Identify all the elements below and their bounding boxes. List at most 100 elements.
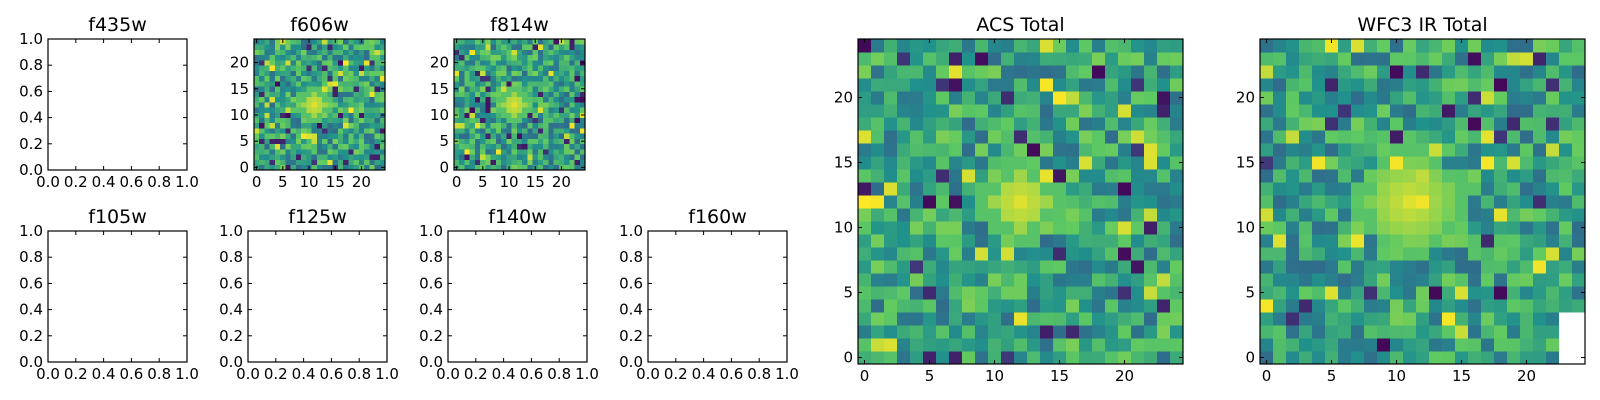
heatmap-cell	[490, 65, 497, 71]
heatmap-cell	[962, 130, 976, 144]
heatmap-cell	[962, 195, 976, 209]
heatmap-cell	[1455, 169, 1469, 183]
heatmap-cell	[259, 128, 265, 134]
x-tick-label: 5	[925, 367, 935, 385]
heatmap-cell	[1027, 234, 1041, 248]
heatmap-cell	[558, 80, 565, 87]
heatmap-cell	[1001, 234, 1015, 248]
heatmap-cell	[975, 104, 989, 118]
heatmap-cell	[949, 312, 963, 326]
heatmap-cell	[1040, 299, 1054, 313]
heatmap-cell	[1403, 221, 1417, 235]
heatmap-cell	[564, 112, 570, 118]
heatmap-cell	[301, 54, 307, 61]
heatmap-cell	[1442, 351, 1456, 365]
heatmap-cell	[1481, 117, 1495, 131]
y-tick-label: 0.2	[619, 327, 643, 345]
heatmap-cell	[543, 96, 549, 103]
heatmap-cell	[353, 164, 360, 171]
heatmap-cell	[936, 325, 950, 339]
heatmap-cell	[871, 117, 885, 131]
heatmap-cell	[532, 54, 539, 61]
heatmap-cell	[254, 154, 260, 160]
heatmap-cell	[1066, 221, 1080, 235]
panel-title-wfc3-ir-total: WFC3 IR Total	[1357, 14, 1487, 36]
heatmap-cell	[511, 117, 518, 124]
heatmap-cell	[327, 96, 333, 103]
heatmap-cell	[1338, 338, 1352, 352]
heatmap-cell	[485, 149, 492, 155]
x-tick-label: 20	[552, 173, 571, 191]
y-tick-label: 10	[430, 106, 449, 124]
heatmap-cell	[1533, 234, 1547, 248]
heatmap-cell	[949, 247, 963, 261]
heatmap-cell	[490, 39, 497, 45]
heatmap-cell	[1442, 208, 1456, 222]
heatmap-cell	[1520, 130, 1534, 144]
heatmap-cell	[975, 338, 989, 352]
heatmap-cell	[353, 86, 360, 92]
heatmap-cell	[858, 312, 872, 326]
heatmap-cell	[558, 86, 565, 92]
heatmap-cell	[327, 133, 333, 139]
heatmap-cell	[1170, 351, 1184, 365]
heatmap-cell	[988, 156, 1002, 170]
heatmap-cell	[574, 164, 581, 171]
heatmap-cell	[871, 299, 885, 313]
heatmap-cell	[269, 70, 276, 77]
heatmap-cell	[1079, 39, 1093, 53]
y-tick-label: 0.6	[19, 82, 43, 100]
heatmap-cell	[1338, 221, 1352, 235]
heatmap-cell	[1053, 156, 1067, 170]
heatmap-cell	[1377, 91, 1391, 105]
x-tick-label: 20	[1115, 367, 1134, 385]
heatmap-cell	[1338, 156, 1352, 170]
heatmap-cell	[1299, 195, 1313, 209]
heatmap-cell	[480, 112, 486, 118]
heatmap-cell	[358, 44, 365, 50]
heatmap-cell	[1533, 286, 1547, 300]
heatmap-cell	[1273, 78, 1287, 92]
heatmap-cell	[1079, 104, 1093, 118]
heatmap-cell	[379, 154, 386, 160]
heatmap-cell	[564, 133, 570, 139]
heatmap-cell	[364, 54, 370, 61]
heatmap-cell	[306, 49, 313, 56]
heatmap-cell	[975, 312, 989, 326]
heatmap-cell	[1027, 221, 1041, 235]
x-tick-label: 0.8	[147, 173, 171, 191]
heatmap-cell	[301, 117, 307, 124]
heatmap-cell	[1481, 156, 1495, 170]
heatmap-cell	[379, 107, 386, 113]
heatmap-cell	[1312, 39, 1326, 53]
heatmap-cell	[1092, 39, 1106, 53]
heatmap-cell	[511, 154, 518, 160]
heatmap-cell	[1416, 182, 1430, 196]
heatmap-cell	[337, 86, 344, 92]
heatmap-cell	[1520, 351, 1534, 365]
heatmap-cell	[537, 128, 544, 134]
heatmap-cell	[1144, 195, 1158, 209]
heatmap-cell	[553, 86, 560, 92]
heatmap-cell	[1403, 156, 1417, 170]
heatmap-cell	[459, 117, 465, 124]
y-tick-label: 0.0	[19, 353, 43, 371]
heatmap-cell	[353, 39, 360, 45]
heatmap-cell	[1092, 130, 1106, 144]
heatmap-cell	[910, 78, 924, 92]
heatmap-cell	[1390, 143, 1404, 157]
heatmap-cell	[490, 91, 497, 98]
heatmap-cell	[1066, 312, 1080, 326]
heatmap-cell	[1014, 234, 1028, 248]
heatmap-cell	[327, 107, 333, 113]
heatmap-cell	[474, 117, 481, 124]
heatmap-cell	[264, 86, 271, 92]
x-tick-label: 10	[985, 367, 1004, 385]
heatmap-cell	[1286, 234, 1300, 248]
heatmap-cell	[379, 75, 386, 82]
heatmap-cell	[569, 112, 575, 118]
heatmap-cell	[1507, 325, 1521, 339]
heatmap-cell	[348, 112, 354, 118]
heatmap-cell	[1572, 65, 1586, 79]
heatmap-cell	[322, 133, 328, 139]
